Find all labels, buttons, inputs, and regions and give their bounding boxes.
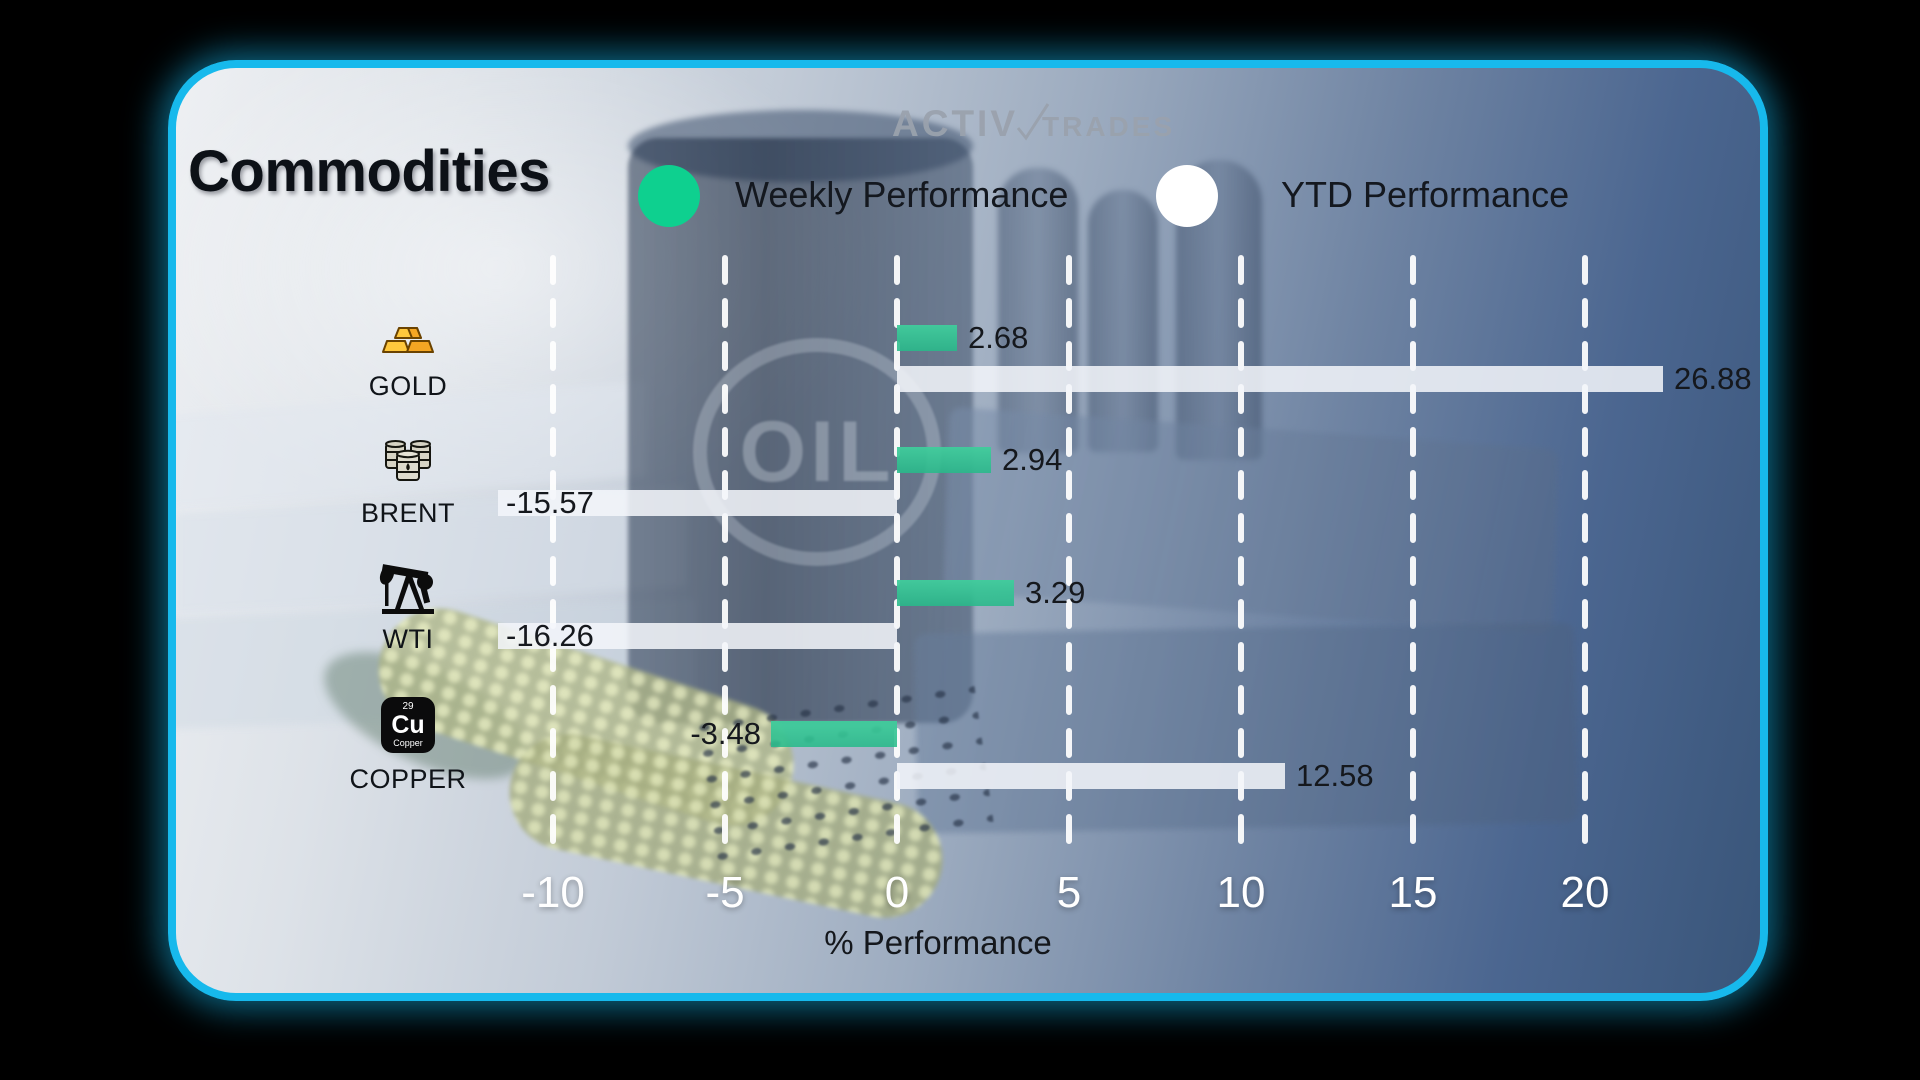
copper-white-value: 12.58 [1296,758,1374,793]
logo-activ: ACTIV [892,103,1018,144]
wti-white-value: -16.26 [506,618,594,653]
x-tick-label--10: -10 [521,868,585,917]
category-label-gold: GOLD [368,371,448,401]
gold-white-bar [897,366,1663,392]
gold-green-bar [897,325,957,351]
copper-atomic-number: 29 [402,701,414,712]
copper-element-icon: 29 Cu Copper [381,697,435,753]
wti-green-value: 3.29 [1025,575,1086,610]
activtrades-logo: ACTIV TRADES [892,102,1175,145]
chart-stage: ACTIV TRADES Commodities Weekly Performan… [176,68,1760,993]
background-photo-collage: OIL [176,68,1760,993]
brent-white-value: -15.57 [506,485,594,520]
category-label-copper: COPPER [349,764,467,794]
page-title: Commodities [188,139,550,204]
weekly-legend-label: Weekly Performance [735,174,1069,215]
brent-green-bar [897,447,991,473]
x-tick-label-15: 15 [1388,868,1438,917]
copper-green-value: -3.48 [690,716,761,751]
weekly-legend-dot [638,165,700,227]
pipe [1088,190,1158,452]
ytd-legend-dot [1156,165,1218,227]
copper-caption: Copper [393,738,423,748]
logo-trades: TRADES [1042,111,1176,142]
gold-white-value: 26.88 [1674,361,1752,396]
oil-pump-jack-icon [379,564,434,614]
check-icon [1016,103,1050,141]
brent-white-bar [498,490,897,516]
oil-logo-text: OIL [739,403,895,500]
wti-green-bar [897,580,1014,606]
chart-frame: OIL ACTIV TRADES Commodities Weekly Perfo… [168,60,1768,1001]
brent-green-value: 2.94 [1002,442,1063,477]
x-axis-title: % Performance [824,924,1052,961]
x-tick-label-0: 0 [884,868,910,917]
copper-white-bar [897,763,1285,789]
x-tick-label-5: 5 [1056,868,1082,917]
category-label-brent: BRENT [360,498,456,528]
gridlines [550,255,1588,863]
x-tick-label--5: -5 [705,868,745,917]
ytd-legend-label: YTD Performance [1281,174,1570,215]
x-tick-label-20: 20 [1560,868,1610,917]
wti-white-bar [498,623,897,649]
gold-bars-icon [382,327,434,353]
gold-green-value: 2.68 [968,320,1029,355]
category-label-wti: WTI [382,624,434,654]
oil-barrels-icon [385,440,431,481]
copper-green-bar [771,721,897,747]
copper-symbol: Cu [391,711,425,739]
x-tick-label-10: 10 [1216,868,1266,917]
pipe [998,168,1078,453]
